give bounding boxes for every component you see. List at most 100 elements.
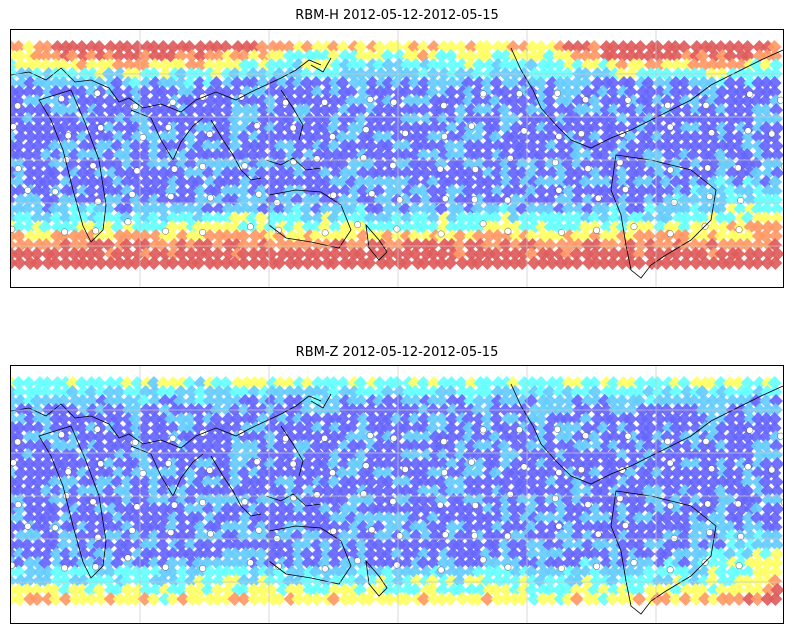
field-cell bbox=[173, 58, 188, 72]
field-cell bbox=[374, 238, 389, 252]
field-cell bbox=[84, 166, 99, 180]
field-cell bbox=[750, 220, 765, 234]
field-cell bbox=[615, 538, 630, 552]
field-cell bbox=[444, 466, 459, 480]
field-cell bbox=[191, 256, 206, 270]
field-cell bbox=[608, 202, 623, 216]
field-cell bbox=[570, 139, 585, 153]
field-cell bbox=[624, 475, 639, 489]
field-cell bbox=[570, 493, 585, 507]
station-marker bbox=[207, 530, 214, 538]
field-cell bbox=[481, 511, 496, 525]
field-cell bbox=[480, 103, 495, 117]
field-cell bbox=[227, 448, 242, 462]
field-cell bbox=[94, 49, 109, 63]
field-cell bbox=[768, 520, 783, 534]
coastline bbox=[210, 455, 262, 517]
field-cell bbox=[335, 229, 350, 243]
field-cell bbox=[445, 520, 460, 534]
field-cell bbox=[570, 394, 585, 408]
field-cell bbox=[643, 457, 658, 471]
field-cell bbox=[74, 193, 89, 207]
field-cell bbox=[759, 412, 774, 426]
field-cell bbox=[227, 466, 242, 480]
field-cell bbox=[353, 394, 368, 408]
field-cell bbox=[569, 385, 584, 399]
field-cell bbox=[32, 40, 47, 54]
field-cell bbox=[30, 166, 45, 180]
field-cell bbox=[92, 430, 107, 444]
field-cell bbox=[644, 58, 659, 72]
field-cell bbox=[301, 466, 316, 480]
field-cell bbox=[191, 547, 206, 561]
field-cell bbox=[752, 520, 767, 534]
field-cell bbox=[679, 475, 694, 489]
field-cell bbox=[455, 385, 470, 399]
field-cell bbox=[671, 547, 686, 561]
station-marker bbox=[666, 566, 674, 574]
station-marker bbox=[479, 556, 487, 564]
field-cell bbox=[301, 220, 316, 234]
field-cell bbox=[328, 175, 343, 189]
field-cell bbox=[662, 556, 677, 570]
field-cell bbox=[687, 175, 702, 189]
field-cell bbox=[94, 112, 109, 126]
field-cell bbox=[328, 511, 343, 525]
field-cell bbox=[92, 76, 107, 90]
field-cell bbox=[337, 457, 352, 471]
field-cell bbox=[751, 247, 766, 261]
field-cell bbox=[399, 448, 414, 462]
field-cell bbox=[337, 103, 352, 117]
station-marker bbox=[515, 426, 523, 434]
field-cell bbox=[471, 139, 486, 153]
field-cell bbox=[345, 112, 360, 126]
field-cell bbox=[176, 484, 191, 498]
field-cell bbox=[571, 166, 586, 180]
field-cell bbox=[732, 592, 747, 606]
field-cell bbox=[389, 502, 404, 516]
station-marker bbox=[389, 498, 397, 505]
field-cell bbox=[651, 511, 666, 525]
field-cell bbox=[542, 193, 557, 207]
field-cell bbox=[428, 430, 443, 444]
field-cell bbox=[220, 439, 235, 453]
field-cell bbox=[589, 175, 604, 189]
field-cell bbox=[552, 211, 567, 225]
field-cell bbox=[688, 121, 703, 135]
field-cell bbox=[121, 130, 136, 144]
field-cell bbox=[668, 376, 683, 390]
field-cell bbox=[102, 394, 117, 408]
station-marker bbox=[139, 133, 147, 141]
field-cell bbox=[518, 574, 533, 588]
field-cell bbox=[615, 256, 630, 270]
field-cell bbox=[175, 529, 190, 543]
field-cell bbox=[157, 430, 172, 444]
field-cell bbox=[426, 256, 441, 270]
field-cell bbox=[659, 256, 674, 270]
field-cell bbox=[246, 94, 261, 108]
field-cell bbox=[587, 376, 602, 390]
field-cell bbox=[482, 58, 497, 72]
field-cell bbox=[768, 592, 783, 606]
field-cell bbox=[337, 448, 352, 462]
field-cell bbox=[731, 94, 746, 108]
field-cell bbox=[688, 538, 703, 552]
station-marker bbox=[396, 196, 404, 204]
field-cell bbox=[740, 139, 755, 153]
field-cell bbox=[768, 529, 783, 543]
field-cell bbox=[454, 103, 469, 117]
field-cell bbox=[418, 394, 433, 408]
field-cell bbox=[590, 439, 605, 453]
field-cell bbox=[552, 547, 567, 561]
field-cell bbox=[506, 538, 521, 552]
field-cell bbox=[623, 592, 638, 606]
field-cell bbox=[561, 211, 576, 225]
field-cell bbox=[688, 466, 703, 480]
field-cell bbox=[472, 394, 487, 408]
field-cell bbox=[131, 385, 146, 399]
field-cell bbox=[338, 58, 353, 72]
field-cell bbox=[407, 103, 422, 117]
field-cell bbox=[119, 574, 134, 588]
field-cell bbox=[461, 412, 476, 426]
field-cell bbox=[489, 193, 504, 207]
